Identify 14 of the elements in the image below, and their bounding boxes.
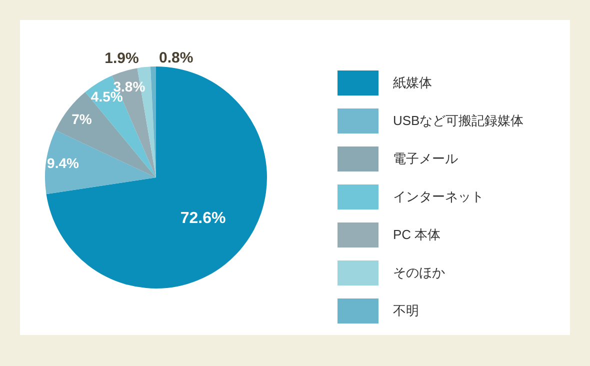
pie-slice bbox=[46, 66, 267, 288]
legend-label: インターネット bbox=[393, 189, 484, 204]
legend-label: 紙媒体 bbox=[393, 75, 432, 90]
legend-label: 不明 bbox=[393, 303, 419, 318]
legend-label: PC 本体 bbox=[393, 227, 441, 242]
data-label: 72.6% bbox=[180, 210, 226, 227]
legend-label: USBなど可搬記録媒体 bbox=[393, 113, 524, 128]
data-label: 9.4% bbox=[47, 154, 80, 171]
pie-slice bbox=[45, 130, 156, 194]
legend-label: そのほか bbox=[393, 265, 445, 280]
data-label: 0.8% bbox=[158, 50, 194, 67]
legend-label: 電子メール bbox=[393, 151, 458, 166]
data-label: 7% bbox=[72, 110, 92, 127]
data-label: 1.9% bbox=[104, 50, 139, 68]
